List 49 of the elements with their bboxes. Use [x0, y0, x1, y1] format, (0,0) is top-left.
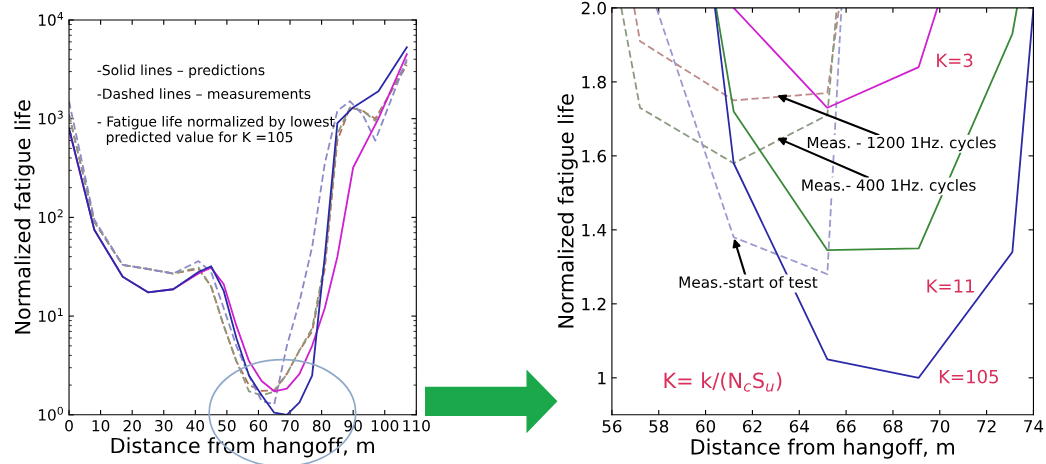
x-tick-label: 62: [742, 419, 762, 433]
y-tick-label: 1.6: [582, 149, 606, 163]
y-tick-label: 10$^{4}$: [38, 12, 64, 26]
annotation: - Fatigue life normalized by lowest predicted value for K =105: [97, 116, 335, 146]
annotation: K= k/(N$_{c}$S$_{u}$): [664, 372, 782, 392]
x-tick-label: 60: [249, 419, 268, 432]
x-axis-title: Distance from hangoff, m: [691, 438, 954, 459]
x-tick-label: 64: [789, 419, 809, 433]
annotation: K=3: [937, 53, 973, 68]
x-tick-label: 100: [371, 419, 399, 432]
annotation: K=11: [927, 279, 974, 293]
x-tick-label: 72: [977, 419, 996, 433]
x-tick-label: 10: [92, 419, 110, 432]
x-tick-label: 40: [186, 419, 205, 432]
y-tick-label: 2.0: [581, 1, 606, 15]
y-tick-label: 10$^{0}$: [38, 406, 63, 421]
x-tick-label: 0: [65, 419, 73, 432]
x-tick-label: 60: [696, 419, 716, 433]
x-tick-label: 66: [836, 419, 856, 433]
x-tick-label: 68: [883, 419, 903, 433]
x-tick-label: 56: [602, 419, 622, 433]
x-tick-label: 58: [649, 419, 669, 433]
line-series: [715, 7, 1018, 252]
x-tick-label: 70: [281, 419, 299, 432]
annotation: Meas.-start of test: [679, 276, 818, 288]
x-tick-label: 80: [312, 419, 331, 432]
x-tick-label: 110: [403, 419, 430, 432]
annotation: Meas.- 400 1Hz. cycles: [802, 179, 976, 194]
y-tick-label: 1.2: [582, 297, 606, 311]
x-tick-label: 74: [1024, 420, 1044, 433]
line-series: [633, 7, 840, 102]
x-tick-label: 20: [123, 419, 141, 432]
y-tick-label: 10$^{3}$: [38, 110, 63, 125]
annotation: Meas. - 1200 1Hz. cycles: [807, 136, 996, 152]
y-axis-title: Normalized fatigue life: [557, 94, 578, 328]
annotation: K=105: [939, 369, 998, 384]
x-tick-label: 30: [155, 419, 173, 432]
x-tick-label: 50: [218, 419, 236, 432]
y-tick-label: 1.4: [582, 224, 607, 237]
x-tick-label: 90: [344, 419, 362, 432]
y-tick-label: 1: [598, 372, 606, 385]
x-axis-title: Distance from hangoff, m: [111, 437, 374, 458]
annotation: -Dashed lines – measurements: [97, 88, 311, 100]
annotation: -Solid lines – predictions: [97, 64, 265, 79]
x-tick-label: 70: [930, 419, 950, 433]
y-axis-title: Normalized fatigue life: [14, 100, 35, 334]
y-tick-label: 10$^{1}$: [38, 308, 63, 323]
y-tick-label: 1.8: [582, 75, 606, 89]
y-tick-label: 10$^{2}$: [38, 209, 63, 224]
